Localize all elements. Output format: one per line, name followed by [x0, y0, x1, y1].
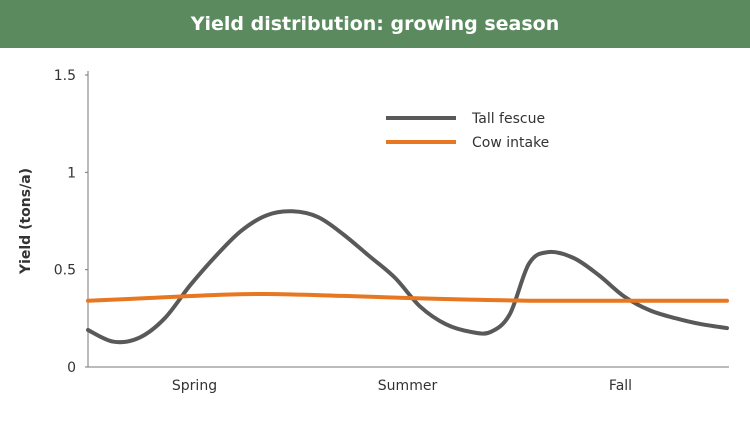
legend-label-0: Tall fescue	[471, 111, 545, 127]
chart-series	[86, 209, 729, 345]
y-axis-label: Yield (tons/a)	[18, 168, 34, 275]
y-tick-label: 0.5	[54, 263, 76, 279]
series-line-0	[86, 209, 729, 345]
chart-header: Yield distribution: growing season	[0, 0, 750, 48]
chart-legend: Tall fescue Cow intake	[386, 111, 549, 151]
y-tick-label: 1.5	[54, 68, 76, 84]
chart-axes: 0 0.5 1 1.5 Yield (tons/a) Spring Summer Fall	[18, 68, 729, 394]
chart-title: Yield distribution: growing season	[190, 13, 560, 35]
y-tick-label: 1	[67, 165, 76, 181]
series-line-1	[86, 291, 729, 303]
x-tick-label: Summer	[378, 378, 438, 394]
x-tick-label: Fall	[609, 378, 632, 394]
y-tick-label: 0	[67, 360, 76, 376]
x-tick-label: Spring	[172, 378, 217, 394]
legend-label-1: Cow intake	[472, 135, 549, 151]
